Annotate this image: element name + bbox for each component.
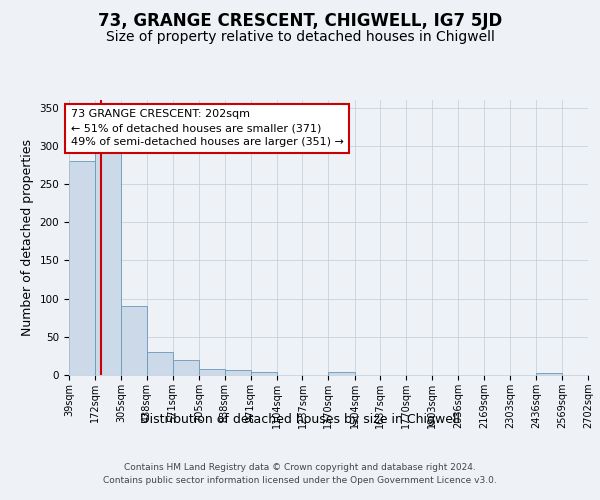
Text: Contains HM Land Registry data © Crown copyright and database right 2024.: Contains HM Land Registry data © Crown c… (124, 462, 476, 471)
Y-axis label: Number of detached properties: Number of detached properties (21, 139, 34, 336)
Bar (251, 372, 277, 375)
Text: Contains public sector information licensed under the Open Government Licence v3: Contains public sector information licen… (103, 476, 497, 485)
Bar (225, 370, 251, 375)
Bar (199, 369, 225, 375)
Bar (173, 360, 199, 375)
Bar (69, 161, 95, 375)
Bar (95, 154, 121, 375)
Text: Distribution of detached houses by size in Chigwell: Distribution of detached houses by size … (140, 412, 460, 426)
Text: 73 GRANGE CRESCENT: 202sqm
← 51% of detached houses are smaller (371)
49% of sem: 73 GRANGE CRESCENT: 202sqm ← 51% of deta… (71, 109, 344, 147)
Bar (328, 372, 355, 375)
Text: 73, GRANGE CRESCENT, CHIGWELL, IG7 5JD: 73, GRANGE CRESCENT, CHIGWELL, IG7 5JD (98, 12, 502, 30)
Text: Size of property relative to detached houses in Chigwell: Size of property relative to detached ho… (106, 30, 494, 44)
Bar (121, 306, 147, 375)
Bar (147, 352, 173, 375)
Bar (536, 374, 562, 375)
